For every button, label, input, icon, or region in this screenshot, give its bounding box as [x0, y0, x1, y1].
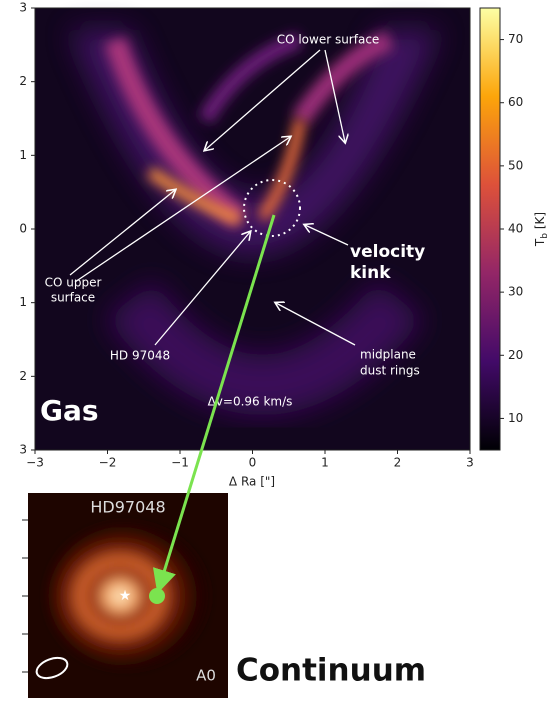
y-tick-label: 1	[19, 295, 27, 309]
x-tick-label: 0	[249, 456, 257, 470]
inset-corner-label: A0	[196, 667, 216, 685]
colorbar-tick-label: 50	[508, 158, 523, 172]
annotation: Δv=0.96 km/s	[208, 395, 293, 409]
x-tick-label: 3	[466, 456, 474, 470]
x-tick-label: 1	[321, 456, 329, 470]
colorbar-tick-label: 10	[508, 411, 523, 425]
y-tick-label: 2	[19, 74, 27, 88]
star-marker: ★	[119, 588, 132, 604]
y-tick-label: 3	[19, 1, 27, 15]
colorbar-tick-label: 20	[508, 348, 523, 362]
annotation: velocity	[350, 242, 425, 262]
x-tick-label: 2	[394, 456, 402, 470]
figure: CO lower surface CO upper surface HD 970…	[0, 0, 547, 698]
colorbar-tick-label: 40	[508, 222, 523, 236]
colorbar-label-part: [K]	[533, 212, 547, 233]
annotation: midplane	[360, 348, 416, 362]
y-tick-label: 0	[19, 222, 27, 236]
colorbar	[480, 8, 500, 450]
y-tick-label: 1	[19, 148, 27, 162]
annotation: dust rings	[360, 364, 420, 378]
annotation: kink	[350, 263, 391, 283]
annotation: HD 97048	[110, 349, 170, 363]
inset-ticks	[22, 520, 28, 672]
colorbar-tick-label: 30	[508, 285, 523, 299]
y-tick-label: 2	[19, 369, 27, 383]
colorbar-tick-label: 70	[508, 32, 523, 46]
inset-title: HD97048	[90, 498, 165, 517]
annotation: surface	[51, 291, 95, 305]
x-axis-label: Δ Ra ["]	[229, 475, 275, 489]
annotation: CO upper	[45, 276, 102, 290]
y-tick-label: 3	[19, 443, 27, 457]
kink-location	[149, 588, 165, 604]
x-tick-label: −2	[99, 456, 117, 470]
inset-caption: Continuum	[236, 653, 426, 689]
colorbar-label: Tb [K]	[533, 212, 547, 247]
annotation: Gas	[40, 394, 99, 427]
colorbar-tick-label: 60	[508, 95, 523, 109]
x-tick-label: −3	[26, 456, 44, 470]
x-tick-label: −1	[171, 456, 189, 470]
annotation: CO lower surface	[277, 33, 380, 47]
